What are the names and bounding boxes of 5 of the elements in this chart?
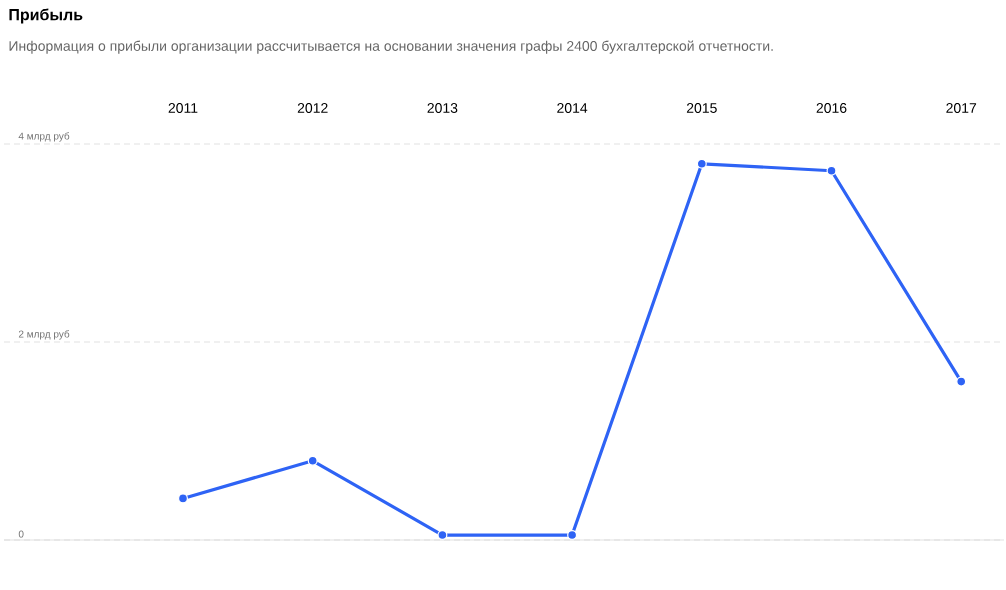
point — [567, 530, 578, 541]
point — [177, 493, 188, 504]
point — [826, 165, 837, 176]
point — [437, 530, 448, 541]
chart-title: Прибыль — [9, 8, 83, 24]
